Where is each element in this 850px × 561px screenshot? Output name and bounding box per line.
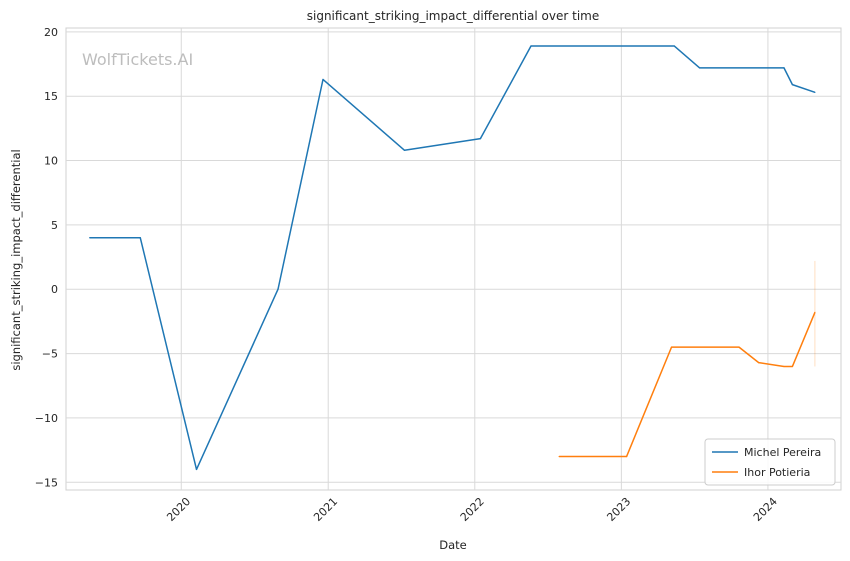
data-point xyxy=(814,311,816,314)
data-point xyxy=(322,78,324,81)
data-point xyxy=(625,455,628,458)
data-point xyxy=(558,455,560,458)
y-tick-label: 15 xyxy=(44,90,58,103)
data-point xyxy=(814,91,816,93)
y-tick-label: 5 xyxy=(51,219,58,232)
data-point xyxy=(670,346,673,348)
y-tick-label: 20 xyxy=(44,26,58,39)
y-tick-label: −10 xyxy=(35,412,58,425)
series-line xyxy=(559,312,816,458)
chart-title: significant_striking_impact_differential… xyxy=(307,9,599,23)
data-point xyxy=(89,237,91,239)
data-point xyxy=(139,237,141,239)
data-point xyxy=(530,45,532,47)
data-point xyxy=(673,45,675,47)
data-point xyxy=(699,67,701,69)
y-tick-label: −5 xyxy=(42,348,58,361)
data-point xyxy=(791,84,794,86)
y-tick-label: −15 xyxy=(35,476,58,489)
series-lines xyxy=(89,45,816,471)
legend-box xyxy=(704,438,836,486)
plot-area xyxy=(65,27,842,491)
data-point xyxy=(791,365,794,368)
data-point xyxy=(277,288,279,290)
data-point xyxy=(479,138,482,140)
data-point xyxy=(738,346,740,348)
y-axis: −15 −10 −5 0 5 10 15 20 xyxy=(35,26,58,489)
data-point xyxy=(195,468,198,471)
x-axis-title: Date xyxy=(439,538,467,552)
y-tick-label: 0 xyxy=(51,283,58,296)
grid-lines xyxy=(66,28,841,490)
data-point xyxy=(783,365,785,368)
watermark: WolfTickets.AI xyxy=(82,50,193,69)
legend-label-michel-pereira: Michel Pereira xyxy=(744,446,821,459)
y-tick-label: 10 xyxy=(44,155,58,168)
data-point xyxy=(403,149,406,151)
data-point xyxy=(783,67,785,69)
legend-label-ihor-potieria: Ihor Potieria xyxy=(744,466,810,479)
legend: Michel Pereira Ihor Potieria xyxy=(704,438,836,486)
y-axis-title: significant_striking_impact_differential xyxy=(9,149,23,370)
data-point xyxy=(758,361,760,364)
